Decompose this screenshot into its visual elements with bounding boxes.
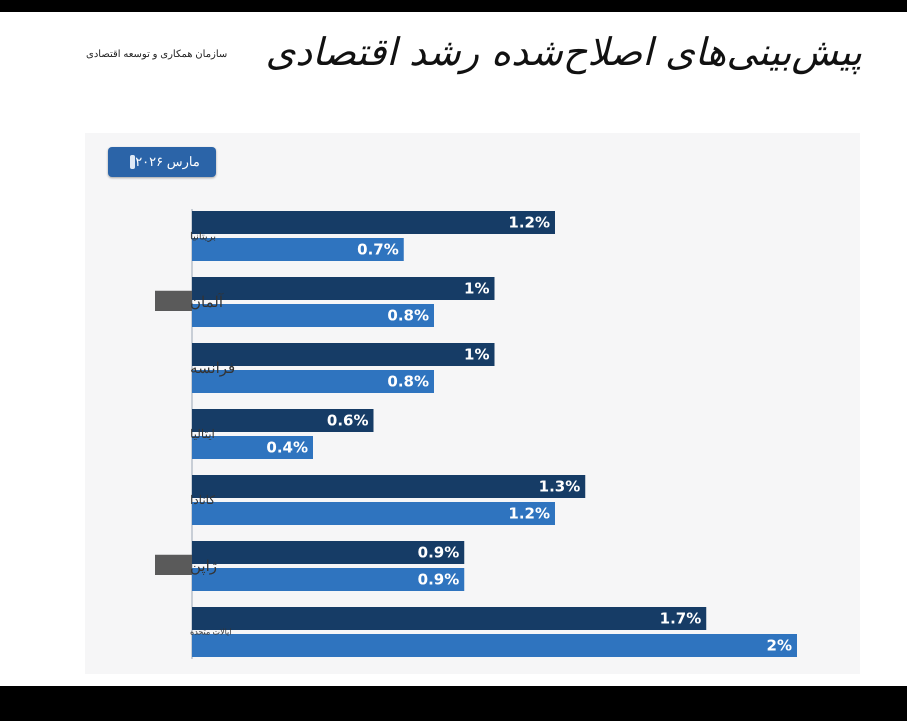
value-label: 0.7%: [357, 241, 399, 259]
bar-dark: [192, 409, 374, 432]
category-label: کانادا: [190, 493, 215, 507]
value-label: 0.9%: [418, 544, 460, 562]
bar-light: [192, 436, 313, 459]
bar-light: [192, 370, 434, 393]
value-label: 1%: [464, 280, 489, 298]
bar-dark: [192, 343, 495, 366]
bar-light: [192, 568, 465, 591]
date-badge-label: مارس ۲۰۲۶: [135, 154, 200, 169]
category-label: ژاپن: [190, 558, 217, 575]
value-label: 1.3%: [539, 478, 581, 496]
value-label: 0.6%: [327, 412, 369, 430]
label-highlight: [155, 290, 192, 311]
value-label: 1.2%: [508, 505, 550, 523]
value-label: 0.4%: [266, 439, 308, 457]
category-label: آلمان: [190, 293, 224, 311]
bar-light: [192, 634, 797, 657]
source-label: سازمان همکاری و توسعه اقتصادی: [86, 49, 228, 60]
value-label: 2%: [767, 637, 792, 655]
value-label: 1%: [464, 346, 489, 364]
bar-dark: [192, 541, 465, 564]
bar-dark: [192, 211, 555, 234]
value-label: 1.7%: [660, 610, 702, 628]
category-label: ایالات متحده: [190, 628, 231, 637]
bookmark-icon: [130, 155, 136, 169]
value-label: 0.9%: [418, 571, 460, 589]
value-label: 0.8%: [387, 307, 429, 325]
category-label: بریتانیا: [190, 231, 216, 242]
bar-dark: [192, 277, 495, 300]
bar-dark: [192, 607, 707, 630]
chart-title: پیش‌بینی‌های اصلاح‌شده رشد اقتصادی: [265, 30, 862, 74]
bar-light: [192, 304, 434, 327]
value-label: 1.2%: [508, 214, 550, 232]
category-label: ایتالیا: [190, 427, 215, 441]
date-badge: مارس ۲۰۲۶: [108, 147, 216, 177]
bar-light: [192, 502, 555, 525]
bar-light: [192, 238, 404, 261]
category-label: فرانسه: [190, 360, 235, 377]
bar-dark: [192, 475, 586, 498]
value-label: 0.8%: [387, 373, 429, 391]
label-highlight: [155, 554, 192, 575]
